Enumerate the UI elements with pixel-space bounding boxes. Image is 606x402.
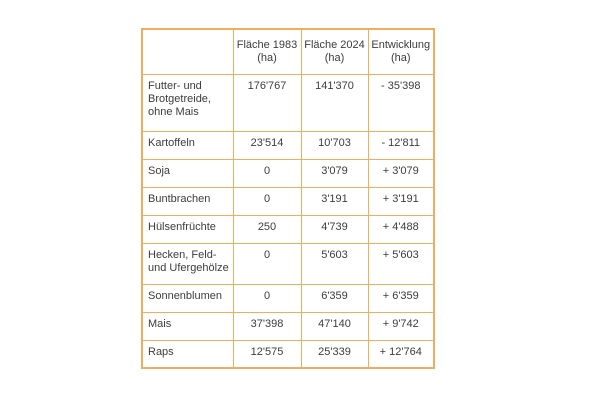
table-row: Soja 0 3'079 + 3'079 [141, 158, 435, 188]
value-1983: 12'575 [232, 339, 302, 369]
value-entwicklung: + 9'742 [367, 311, 435, 341]
header-unit: (ha) [324, 51, 345, 64]
value-entwicklung: + 4'488 [367, 214, 435, 244]
table-row: Buntbrachen 0 3'191 + 3'191 [141, 186, 435, 216]
row-label: Raps [141, 339, 234, 369]
row-label: Hülsenfrüchte [141, 214, 234, 244]
header-row: Fläche 1983 (ha) Fläche 2024 (ha) Entwic… [141, 28, 435, 75]
value-2024: 5'603 [300, 242, 369, 285]
row-label: Mais [141, 311, 234, 341]
value-1983: 23'514 [232, 130, 302, 160]
value-1983: 0 [232, 283, 302, 313]
header-label: Entwicklung [371, 38, 431, 51]
table-row: Mais 37'398 47'140 + 9'742 [141, 311, 435, 341]
value-2024: 10'703 [300, 130, 369, 160]
value-entwicklung: - 35'398 [367, 73, 435, 132]
value-2024: 4'739 [300, 214, 369, 244]
value-entwicklung: + 6'359 [367, 283, 435, 313]
row-label: Hecken, Feld- und Ufergehölze [141, 242, 234, 285]
header-label: Fläche 1983 [236, 38, 298, 51]
value-2024: 25'339 [300, 339, 369, 369]
header-unit: (ha) [257, 51, 277, 64]
table-row: Kartoffeln 23'514 10'703 - 12'811 [141, 130, 435, 160]
table-row: Sonnenblumen 0 6'359 + 6'359 [141, 283, 435, 313]
table-row: Raps 12'575 25'339 + 12'764 [141, 339, 435, 369]
row-label: Sonnenblumen [141, 283, 234, 313]
header-entwicklung: Entwicklung (ha) [367, 28, 435, 75]
table-row: Futter- und Brotgetreide, ohne Mais 176'… [141, 73, 435, 132]
value-1983: 0 [232, 186, 302, 216]
row-label: Kartoffeln [141, 130, 234, 160]
value-1983: 37'398 [232, 311, 302, 341]
value-1983: 250 [232, 214, 302, 244]
header-empty-cell [141, 28, 234, 75]
row-label: Buntbrachen [141, 186, 234, 216]
value-1983: 176'767 [232, 73, 302, 132]
value-2024: 6'359 [300, 283, 369, 313]
value-entwicklung: + 12'764 [367, 339, 435, 369]
row-label: Futter- und Brotgetreide, ohne Mais [141, 73, 234, 132]
header-label: Fläche 2024 [304, 38, 365, 51]
value-1983: 0 [232, 242, 302, 285]
header-flaeche-1983: Fläche 1983 (ha) [232, 28, 302, 75]
value-2024: 3'191 [300, 186, 369, 216]
header-flaeche-2024: Fläche 2024 (ha) [300, 28, 369, 75]
value-1983: 0 [232, 158, 302, 188]
table-row: Hülsenfrüchte 250 4'739 + 4'488 [141, 214, 435, 244]
land-use-table: Fläche 1983 (ha) Fläche 2024 (ha) Entwic… [141, 28, 435, 369]
row-label: Soja [141, 158, 234, 188]
table-row: Hecken, Feld- und Ufergehölze 0 5'603 + … [141, 242, 435, 285]
value-entwicklung: + 3'191 [367, 186, 435, 216]
header-unit: (ha) [390, 51, 411, 64]
value-2024: 47'140 [300, 311, 369, 341]
value-2024: 3'079 [300, 158, 369, 188]
value-entwicklung: - 12'811 [367, 130, 435, 160]
value-entwicklung: + 3'079 [367, 158, 435, 188]
value-entwicklung: + 5'603 [367, 242, 435, 285]
value-2024: 141'370 [300, 73, 369, 132]
